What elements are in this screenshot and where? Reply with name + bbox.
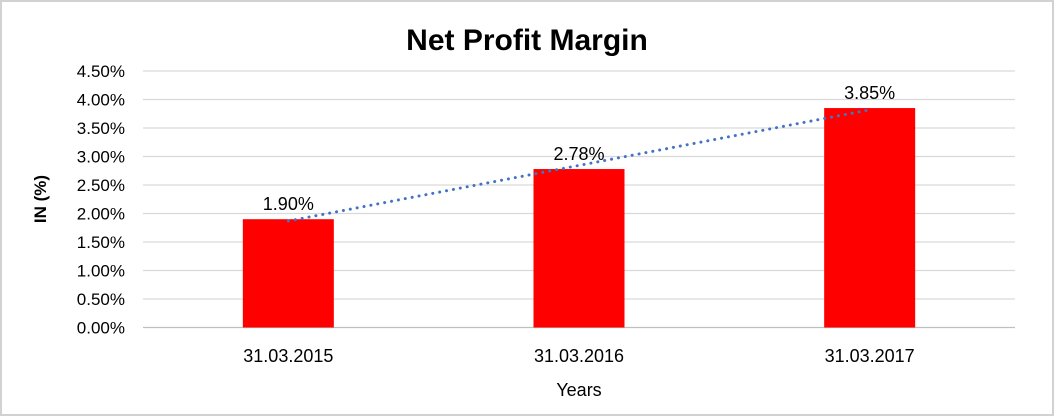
x-axis-category-labels: 31.03.2015 31.03.2016 31.03.2017	[243, 346, 914, 366]
y-tick-label: 3.50%	[77, 119, 125, 138]
bar	[533, 169, 625, 328]
y-tick-label: 1.50%	[77, 233, 125, 252]
bar	[824, 108, 916, 328]
y-tick-label: 2.00%	[77, 205, 125, 224]
y-tick-label: 2.50%	[77, 176, 125, 195]
x-category-label: 31.03.2017	[825, 346, 915, 366]
bar-value-label: 3.85%	[844, 83, 895, 103]
bar-value-label: 2.78%	[553, 144, 604, 164]
y-axis-tick-labels: 0.00% 0.50% 1.00% 1.50% 2.00% 2.50% 3.00% 3.50%…	[77, 62, 125, 338]
bar-series	[242, 108, 916, 328]
y-tick-label: 0.50%	[77, 290, 125, 309]
chart-title: Net Profit Margin	[406, 24, 648, 57]
y-tick-label: 3.00%	[77, 148, 125, 167]
y-axis-title: IN (%)	[31, 175, 50, 223]
trendline	[286, 108, 872, 223]
bar-value-label: 1.90%	[263, 194, 314, 214]
bar	[242, 219, 334, 328]
trendline-dotted	[286, 108, 872, 223]
bar-value-labels: 1.90% 2.78% 3.85%	[263, 83, 895, 214]
y-tick-label: 4.50%	[77, 62, 125, 81]
y-tick-label: 1.00%	[77, 262, 125, 281]
x-category-label: 31.03.2015	[243, 346, 333, 366]
x-category-label: 31.03.2016	[534, 346, 624, 366]
y-tick-label: 4.00%	[77, 91, 125, 110]
x-axis-title: Years	[556, 380, 601, 400]
y-tick-label: 0.00%	[77, 319, 125, 338]
